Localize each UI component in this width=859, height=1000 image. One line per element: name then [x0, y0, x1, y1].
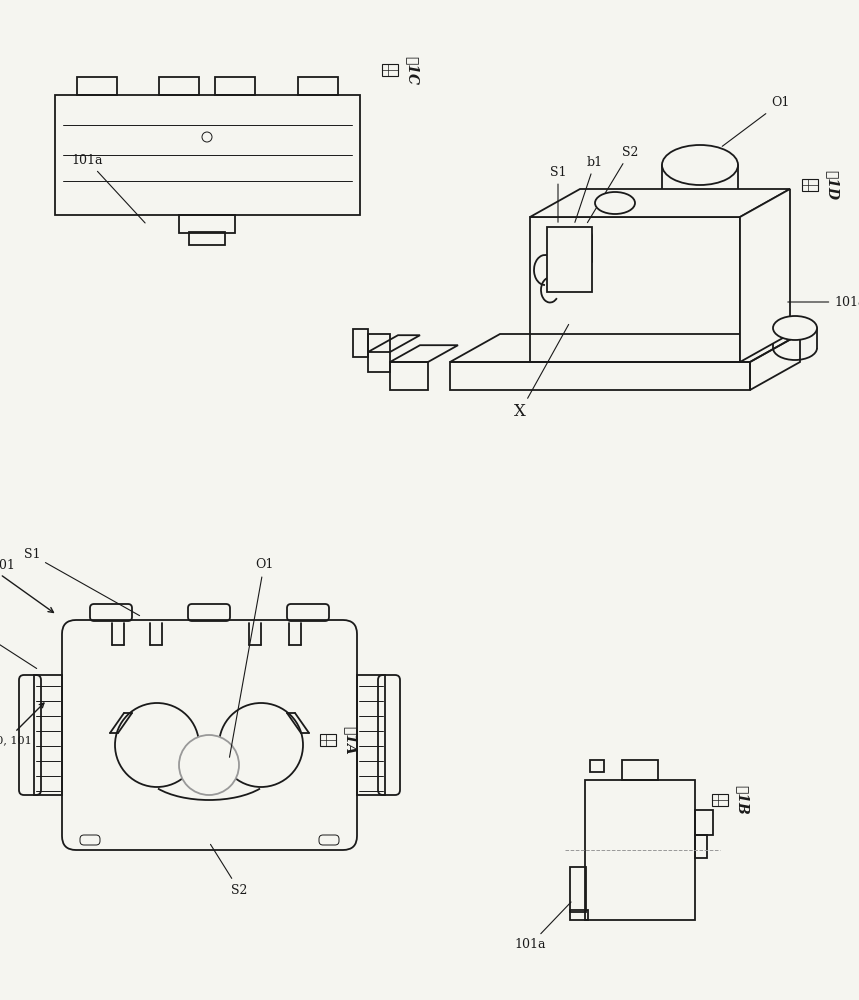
Bar: [712, 794, 728, 806]
Bar: [357, 675, 385, 795]
Text: S1: S1: [24, 548, 139, 616]
Bar: [34, 675, 62, 795]
Polygon shape: [740, 189, 790, 362]
Bar: [77, 77, 117, 95]
Bar: [802, 179, 818, 191]
Polygon shape: [530, 189, 790, 217]
Bar: [547, 227, 592, 292]
Bar: [159, 77, 199, 95]
Text: O1: O1: [722, 97, 789, 146]
Bar: [298, 77, 338, 95]
Text: 100, 101: 100, 101: [0, 558, 53, 612]
Text: 图1B: 图1B: [735, 785, 749, 815]
Text: 图1A: 图1A: [343, 726, 357, 754]
Text: S1: S1: [550, 165, 566, 222]
Text: 101a: 101a: [0, 624, 37, 668]
Bar: [215, 77, 255, 95]
Bar: [55, 95, 360, 215]
Text: 101a: 101a: [515, 902, 571, 952]
Text: b1: b1: [575, 155, 603, 222]
Ellipse shape: [773, 316, 817, 340]
Bar: [368, 334, 390, 372]
Bar: [189, 232, 225, 245]
Text: 图1D: 图1D: [825, 170, 839, 200]
Ellipse shape: [662, 145, 738, 185]
Bar: [590, 760, 604, 772]
Bar: [179, 215, 235, 233]
Text: S2: S2: [210, 844, 247, 896]
Text: O1: O1: [229, 558, 273, 757]
Bar: [695, 810, 713, 835]
Text: 图1C: 图1C: [405, 55, 419, 85]
Bar: [390, 362, 428, 390]
Bar: [320, 734, 336, 746]
Bar: [353, 329, 368, 357]
Bar: [622, 760, 658, 780]
Text: X: X: [514, 324, 569, 420]
Bar: [382, 64, 398, 76]
Text: 100, 101: 100, 101: [0, 703, 44, 745]
Ellipse shape: [595, 192, 635, 214]
Bar: [450, 362, 750, 390]
Circle shape: [179, 735, 239, 795]
Bar: [530, 217, 740, 362]
Bar: [570, 867, 586, 912]
Bar: [695, 835, 707, 858]
Text: S2: S2: [588, 145, 638, 223]
Bar: [570, 910, 588, 920]
Text: 101a: 101a: [788, 296, 859, 308]
Bar: [585, 780, 695, 920]
Text: 101a: 101a: [71, 153, 145, 223]
